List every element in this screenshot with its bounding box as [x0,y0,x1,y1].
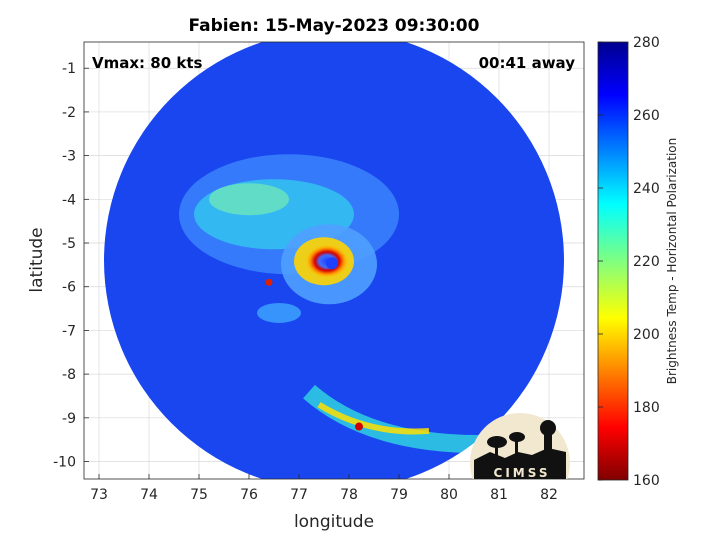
colorbar-tick-label: 180 [633,400,660,416]
x-tick-label: 82 [540,487,558,503]
x-tick-label: 79 [390,487,408,503]
x-tick-label: 76 [240,487,258,503]
axes-frame [83,41,585,480]
intense-cell [355,422,363,431]
y-tick-label: -4 [62,192,76,208]
y-tick-label: -6 [62,280,76,296]
x-axis-ticks: 73 74 75 76 77 78 79 80 81 82 [90,474,558,503]
x-tick-label: 75 [190,487,208,503]
colorbar-tick-label: 160 [633,473,660,489]
microwave-swath [104,42,564,479]
y-tick-label: -2 [62,105,76,121]
colorbar-tick-label: 260 [633,108,660,124]
y-tick-label: -9 [62,411,76,427]
vmax-annotation: Vmax: 80 kts [92,54,202,72]
x-tick-label: 81 [490,487,508,503]
chart-title: Fabien: 15-May-2023 09:30:00 [189,16,480,36]
convective-cell [209,183,289,216]
time-away-annotation: 00:41 away [479,54,576,72]
y-axis-ticks: -1 -2 -3 -4 -5 -6 -7 -8 -9 -10 [53,61,89,471]
y-tick-label: -1 [62,61,76,77]
colorbar-tick-label: 220 [633,254,660,270]
southern-band-core [317,402,430,435]
y-tick-label: -7 [62,323,76,339]
x-tick-label: 80 [440,487,458,503]
colorbar-label: Brightness Temp - Horizontal Polarizatio… [665,138,679,385]
colorbar-tick-label: 240 [633,181,660,197]
colorbar-tick-label: 280 [633,35,660,51]
colorbar: 280 260 240 220 200 180 160 Brightness Temp - … [597,35,679,489]
x-tick-label: 73 [90,487,108,503]
colorbar-tick-label: 200 [633,327,660,343]
y-tick-label: -5 [62,236,76,252]
outer-band-fragment [257,302,301,323]
intense-cell [265,278,273,286]
y-tick-label: -3 [62,149,76,165]
x-tick-label: 78 [340,487,358,503]
cimss-logo: CIMSS [470,413,570,480]
storm-eye [326,257,338,270]
cimss-logo-text: CIMSS [494,466,551,480]
y-tick-label: -10 [53,455,76,471]
x-tick-label: 77 [290,487,308,503]
x-tick-label: 74 [140,487,158,503]
x-axis-label: longitude [294,512,374,532]
y-axis-label: latitude [27,227,47,292]
y-tick-label: -8 [62,367,76,383]
